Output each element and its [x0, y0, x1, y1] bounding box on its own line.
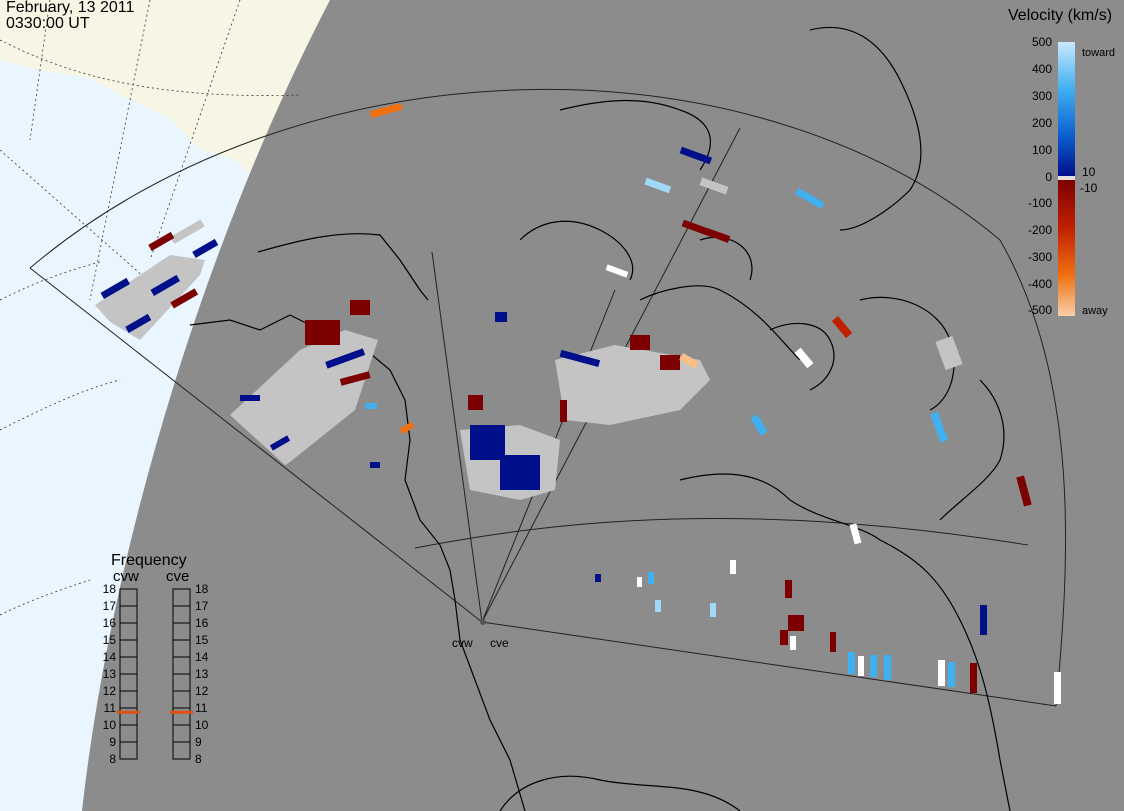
frequency-tick: 15 [103, 633, 117, 647]
frequency-tick: 15 [195, 633, 209, 647]
frequency-tick: 13 [103, 667, 117, 681]
frequency-tick: 8 [195, 752, 202, 766]
frequency-tick: 14 [195, 650, 209, 664]
frequency-panel: Frequency cvw cve 18 17 16 15 14 13 12 11 10 9 8 18… [103, 552, 209, 766]
velocity-bar-toward [1058, 42, 1075, 176]
velocity-tick: 400 [1032, 62, 1052, 76]
frequency-radar-cvw: cvw [113, 568, 139, 585]
timestamp: February, 13 2011 0330:00 UT [6, 0, 134, 32]
frequency-tick: 17 [103, 599, 117, 613]
velocity-legend: Velocity (km/s) 500 400 300 200 100 0 -1… [1008, 7, 1115, 317]
velocity-away-label: away [1082, 305, 1108, 317]
velocity-small-negative: -10 [1080, 181, 1098, 195]
radar-site-marker [480, 619, 486, 625]
frequency-tick: 12 [195, 684, 209, 698]
frequency-tick: 18 [195, 582, 209, 596]
frequency-tick: 17 [195, 599, 209, 613]
frequency-tick: 9 [109, 735, 116, 749]
frequency-tick: 10 [103, 718, 117, 732]
frequency-tick: 12 [103, 684, 117, 698]
frequency-tick: 9 [195, 735, 202, 749]
velocity-echoes [100, 102, 1061, 704]
frequency-tick: 8 [109, 752, 116, 766]
site-label-cve: cve [490, 636, 509, 650]
frequency-tick: 16 [103, 616, 117, 630]
velocity-tick: -300 [1028, 250, 1052, 264]
velocity-bar-away [1058, 180, 1075, 316]
frequency-title: Frequency [111, 552, 187, 569]
frequency-tick: 13 [195, 667, 209, 681]
lat-lon-grid [0, 0, 301, 616]
frequency-tick: 10 [195, 718, 209, 732]
velocity-small-positive: 10 [1082, 165, 1096, 179]
velocity-legend-title: Velocity (km/s) [1008, 7, 1112, 24]
velocity-tick: 100 [1032, 143, 1052, 157]
coastlines [189, 26, 1011, 811]
velocity-tick: -500 [1028, 303, 1052, 317]
velocity-tick: -100 [1028, 196, 1052, 210]
velocity-tick: -400 [1028, 277, 1052, 291]
date-label: February, 13 2011 [6, 0, 135, 16]
velocity-tick: -200 [1028, 223, 1052, 237]
site-label-cvw: cvw [452, 636, 473, 650]
velocity-tick: 500 [1032, 35, 1052, 49]
time-label: 0330:00 UT [6, 15, 90, 32]
velocity-tick: 0 [1045, 170, 1052, 184]
frequency-tick: 11 [104, 701, 117, 715]
frequency-tick: 18 [103, 582, 117, 596]
day-land [0, 0, 330, 185]
frequency-radar-cve: cve [166, 568, 189, 585]
frequency-tick: 14 [103, 650, 117, 664]
frequency-tick: 11 [195, 701, 208, 715]
velocity-toward-label: toward [1082, 47, 1115, 59]
velocity-tick: 300 [1032, 89, 1052, 103]
frequency-tick: 16 [195, 616, 209, 630]
velocity-tick: 200 [1032, 116, 1052, 130]
